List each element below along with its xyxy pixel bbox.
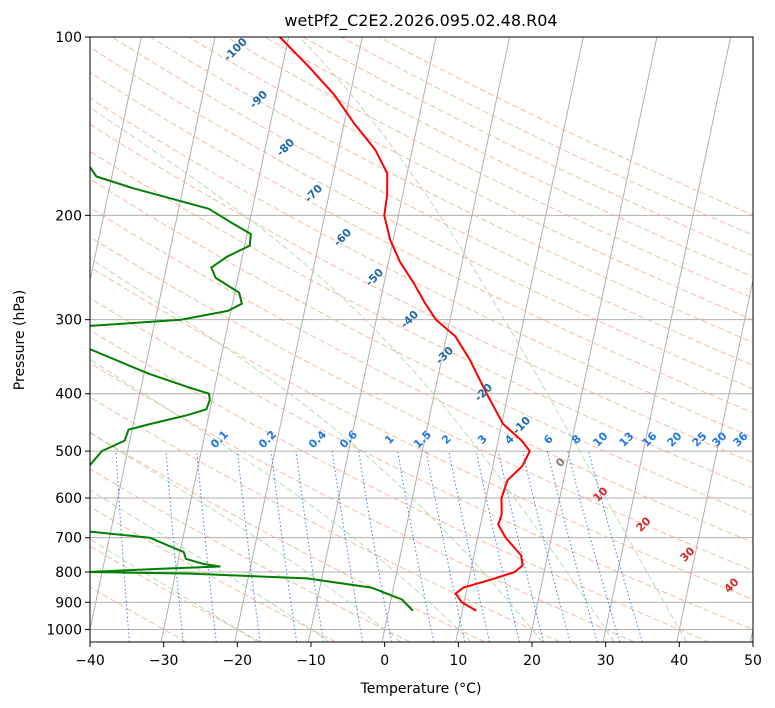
temperature-profile — [279, 37, 531, 612]
mixing-ratio-line — [295, 451, 324, 642]
dry-adiabat — [90, 468, 411, 642]
x-tick-label: 0 — [380, 653, 389, 669]
x-tick-label: 50 — [744, 653, 762, 669]
moist-adiabat — [90, 432, 401, 642]
moist-adiabat — [298, 37, 687, 642]
isotherm-line — [528, 37, 658, 642]
y-axis-ticks: 1000 900 800 700 600 500 400 300 200 100 — [46, 30, 90, 638]
dry-adiabat — [90, 329, 710, 642]
isotherm-line — [160, 37, 290, 642]
isobar-grid — [90, 37, 753, 630]
x-axis-ticks: −40 −30 −20 −10 0 10 20 30 40 50 — [75, 642, 762, 669]
y-tick-label: 700 — [55, 531, 82, 547]
mixing-ratio-line — [165, 451, 184, 642]
y-axis-label: Pressure (hPa) — [12, 290, 28, 390]
mixing-ratio-line — [475, 450, 520, 642]
plot-frame — [89, 36, 754, 643]
mixing-ratio-line — [270, 451, 298, 642]
plot-area: -100-90-80-70-60-50-40-30-20-100.1 0.2 0.4… — [90, 37, 753, 642]
mixing-ratio-line — [567, 450, 621, 642]
dry-adiabat — [90, 46, 753, 390]
dry-adiabat — [90, 123, 753, 464]
chart-title: wetPf2_C2E2.2026.095.02.48.R04 — [284, 11, 557, 31]
dry-adiabat — [90, 396, 560, 642]
dry-adiabat — [90, 297, 753, 630]
x-tick-label: −20 — [223, 653, 253, 669]
x-tick-label: −40 — [75, 653, 105, 669]
mixing-ratio-line — [196, 451, 217, 642]
y-tick-label: 300 — [55, 313, 82, 329]
isotherm-line — [90, 37, 142, 283]
mixing-ratio-line — [497, 450, 545, 642]
mixing-ratio-line — [546, 450, 598, 642]
x-axis-label: Temperature (°C) — [360, 681, 482, 697]
dry-adiabat — [90, 586, 187, 642]
x-tick-label: 10 — [449, 653, 467, 669]
dry-adiabat — [90, 362, 635, 642]
dry-adiabat — [90, 150, 753, 490]
profile-series — [90, 37, 531, 612]
mixing-ratio-line — [236, 451, 261, 642]
x-tick-label: 30 — [597, 653, 615, 669]
moist-adiabats — [90, 37, 687, 642]
mixing-ratio-line — [522, 450, 571, 642]
dewpoint-profile — [90, 165, 414, 612]
moist-adiabat — [90, 489, 330, 642]
y-tick-label: 200 — [55, 208, 82, 224]
isotherm-line — [381, 37, 511, 642]
isotherm-line — [90, 37, 216, 632]
x-tick-label: −30 — [149, 653, 179, 669]
dry-adiabat — [90, 178, 753, 516]
dry-adiabat — [90, 206, 753, 544]
dry-adiabat — [90, 236, 753, 572]
y-tick-label: 800 — [55, 565, 82, 581]
x-tick-label: 20 — [523, 653, 541, 669]
mixing-ratio-line — [397, 451, 435, 642]
y-tick-label: 400 — [55, 387, 82, 403]
x-tick-label: 40 — [670, 653, 688, 669]
x-tick-label: −10 — [296, 653, 326, 669]
isotherm-line — [455, 37, 584, 642]
y-tick-label: 600 — [55, 491, 82, 507]
y-tick-label: 1000 — [46, 622, 82, 638]
mixing-ratio-line — [448, 451, 491, 642]
mixing-ratio-line — [425, 451, 466, 642]
dry-adiabat — [226, 37, 753, 299]
mixing-ratio-lines — [115, 450, 643, 642]
dry-adiabat — [90, 506, 336, 642]
mixing-ratio-line — [588, 450, 643, 642]
dry-adiabat — [90, 266, 753, 601]
y-tick-label: 500 — [55, 444, 82, 460]
y-tick-label: 900 — [55, 595, 82, 611]
isotherm-line — [307, 37, 437, 642]
moist-adiabat — [90, 106, 615, 642]
isotherm-grid — [90, 37, 753, 642]
isotherm-line — [234, 37, 363, 642]
dry-adiabat — [149, 37, 753, 343]
y-tick-label: 100 — [55, 30, 82, 46]
moist-adiabat — [90, 257, 543, 642]
isotherm-line — [676, 277, 753, 642]
isotherm-line — [602, 37, 732, 642]
